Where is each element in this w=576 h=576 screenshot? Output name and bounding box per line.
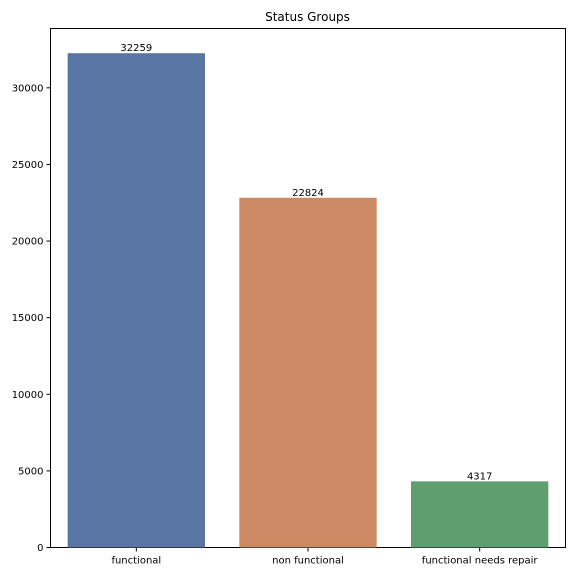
y-tick-label-0: 0	[37, 543, 43, 554]
bar-0	[67, 53, 206, 548]
bar-1	[239, 197, 377, 548]
y-tick-label-3: 15000	[12, 313, 44, 324]
y-tick-label-4: 20000	[12, 237, 44, 248]
data-label-1: 22824	[292, 188, 324, 199]
y-tick-label-5: 25000	[12, 160, 44, 171]
y-tick-label-6: 30000	[12, 83, 44, 94]
y-tick-label-1: 5000	[18, 466, 43, 477]
data-label-2: 4317	[467, 471, 492, 482]
chart-title: Status Groups	[265, 10, 350, 24]
x-tick-label-2: functional needs repair	[422, 556, 539, 567]
x-tick-label-0: functional	[111, 556, 161, 567]
x-tick-label-1: non functional	[272, 556, 344, 567]
y-tick-label-2: 10000	[12, 390, 44, 401]
data-label-0: 32259	[120, 43, 152, 54]
bar-2	[411, 481, 549, 548]
